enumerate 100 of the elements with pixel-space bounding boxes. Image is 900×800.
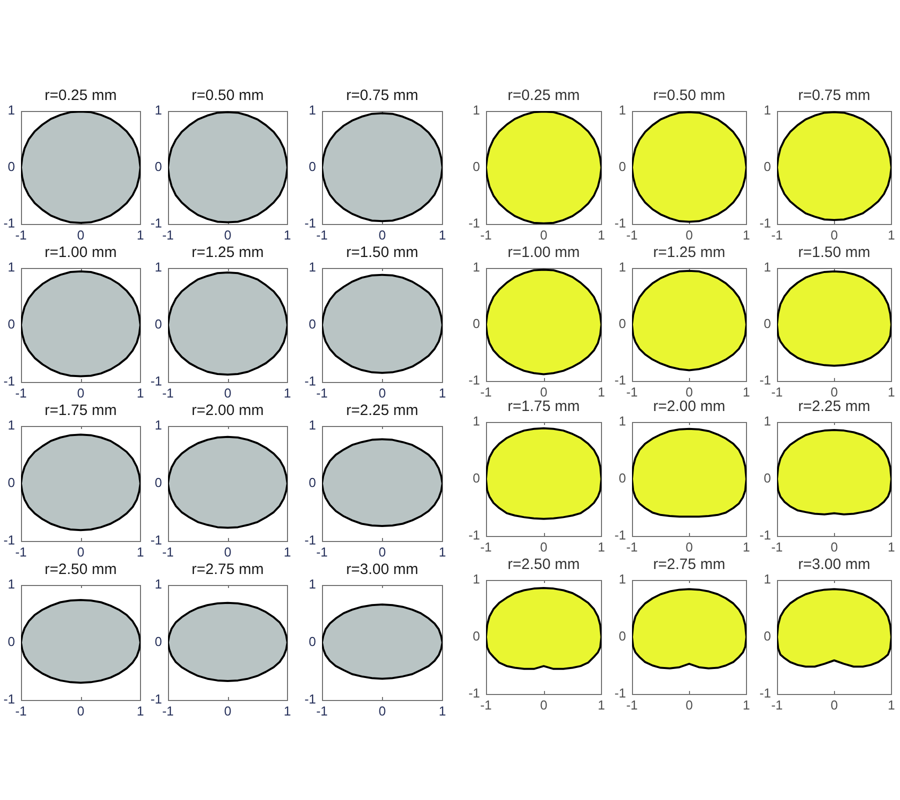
y-tick-label: 1 (472, 260, 480, 275)
y-tick-label: -1 (614, 528, 626, 543)
chart-title: r=0.50 mm (192, 87, 264, 104)
y-tick-label: 1 (618, 260, 626, 275)
chart-title: r=2.50 mm (508, 556, 580, 574)
y-tick-label: 1 (154, 418, 162, 433)
chart-title: r=0.75 mm (346, 87, 418, 104)
y-tick-label: 0 (308, 634, 316, 650)
chart-title: r=0.25 mm (508, 87, 580, 104)
y-tick-label: 1 (8, 102, 15, 118)
chart-title: r=1.75 mm (44, 402, 117, 420)
x-tick-label: 0 (224, 703, 232, 718)
y-tick-label: 1 (618, 572, 626, 587)
y-tick-label: 1 (8, 260, 15, 275)
x-tick-label: 1 (438, 385, 446, 400)
y-tick-label: 1 (154, 576, 162, 592)
y-tick-label: 0 (618, 159, 626, 174)
y-tick-label: 1 (764, 102, 771, 118)
x-tick-label: 1 (888, 539, 895, 554)
y-tick-label: -1 (468, 686, 480, 701)
x-tick-label: 1 (284, 703, 291, 718)
y-tick-label: 0 (8, 634, 15, 650)
x-tick-label: 0 (378, 385, 386, 400)
x-tick-label: 1 (742, 697, 750, 712)
x-tick-label: 1 (888, 227, 895, 242)
x-tick-label: 1 (742, 539, 750, 554)
y-tick-label: 0 (154, 316, 162, 332)
x-tick-label: 0 (830, 227, 838, 242)
y-tick-label: -1 (759, 528, 771, 543)
y-tick-label: 0 (8, 316, 15, 332)
x-tick-label: 0 (686, 539, 693, 554)
chart-title: r=2.25 mm (798, 398, 870, 416)
x-tick-label: 0 (77, 544, 84, 560)
x-tick-label: 0 (378, 544, 386, 560)
x-tick-label: 1 (888, 697, 895, 712)
x-tick-label: 0 (77, 703, 84, 718)
y-tick-label: 0 (154, 475, 162, 490)
y-tick-label: 1 (308, 576, 316, 592)
chart-title: r=1.50 mm (798, 244, 870, 262)
chart-title: r=1.50 mm (346, 244, 418, 262)
x-tick-label: 1 (284, 385, 291, 400)
y-tick-label: 0 (618, 470, 626, 486)
x-tick-label: 0 (224, 227, 232, 242)
chart-title: r=3.00 mm (346, 561, 418, 578)
chart-title: r=1.75 mm (508, 398, 580, 416)
x-tick-label: 1 (598, 227, 605, 242)
y-tick-label: -1 (759, 686, 771, 701)
y-tick-label: 0 (472, 316, 480, 332)
x-tick-label: 1 (136, 544, 144, 560)
y-tick-label: 0 (154, 159, 162, 174)
x-tick-label: 0 (378, 227, 386, 242)
y-tick-label: 1 (472, 414, 480, 429)
x-tick-label: 0 (686, 227, 693, 242)
y-tick-label: -1 (468, 372, 480, 388)
y-tick-label: 0 (764, 159, 771, 174)
y-tick-label: -1 (614, 372, 626, 388)
y-tick-label: -1 (150, 374, 162, 389)
x-tick-label: 1 (284, 227, 291, 242)
x-tick-label: 0 (830, 697, 838, 712)
y-tick-label: -1 (3, 374, 15, 389)
x-tick-label: 0 (540, 697, 548, 712)
y-tick-label: 1 (308, 418, 316, 433)
y-tick-label: 0 (308, 159, 316, 174)
y-tick-label: 0 (8, 475, 15, 490)
chart-title: r=3.00 mm (798, 556, 870, 574)
y-tick-label: -1 (3, 216, 15, 231)
x-tick-label: 0 (830, 539, 838, 554)
y-tick-label: -1 (614, 216, 626, 231)
y-tick-label: 0 (618, 628, 626, 644)
chart-title: r=2.00 mm (192, 402, 264, 420)
y-tick-label: 1 (764, 572, 771, 587)
x-tick-label: 1 (742, 227, 750, 242)
y-tick-label: 0 (472, 470, 480, 486)
y-tick-label: -1 (150, 216, 162, 231)
chart-title: r=0.50 mm (653, 87, 726, 104)
chart-title: r=1.25 mm (653, 244, 726, 262)
y-tick-label: 0 (308, 316, 316, 332)
chart-title: r=1.00 mm (44, 244, 117, 262)
y-tick-label: 0 (764, 628, 771, 644)
x-tick-label: 0 (77, 227, 84, 242)
x-tick-label: 1 (598, 697, 605, 712)
chart-title: r=2.75 mm (192, 561, 264, 578)
x-tick-label: 0 (830, 384, 838, 400)
chart-title: r=1.00 mm (508, 244, 580, 262)
y-tick-label: 1 (764, 260, 771, 275)
y-tick-label: 1 (618, 102, 626, 118)
y-tick-label: -1 (759, 216, 771, 231)
y-tick-label: -1 (468, 216, 480, 231)
x-tick-label: 0 (686, 697, 693, 712)
y-tick-label: 1 (154, 260, 162, 275)
x-tick-label: 0 (540, 539, 548, 554)
x-tick-label: 1 (888, 384, 895, 400)
x-tick-label: 0 (224, 385, 232, 400)
y-tick-label: 1 (8, 418, 15, 433)
x-tick-label: 1 (136, 227, 144, 242)
y-tick-label: 1 (154, 102, 162, 118)
x-tick-label: 0 (224, 544, 232, 560)
y-tick-label: 1 (472, 572, 480, 587)
y-tick-label: 1 (764, 414, 771, 429)
y-tick-label: 0 (764, 470, 771, 486)
